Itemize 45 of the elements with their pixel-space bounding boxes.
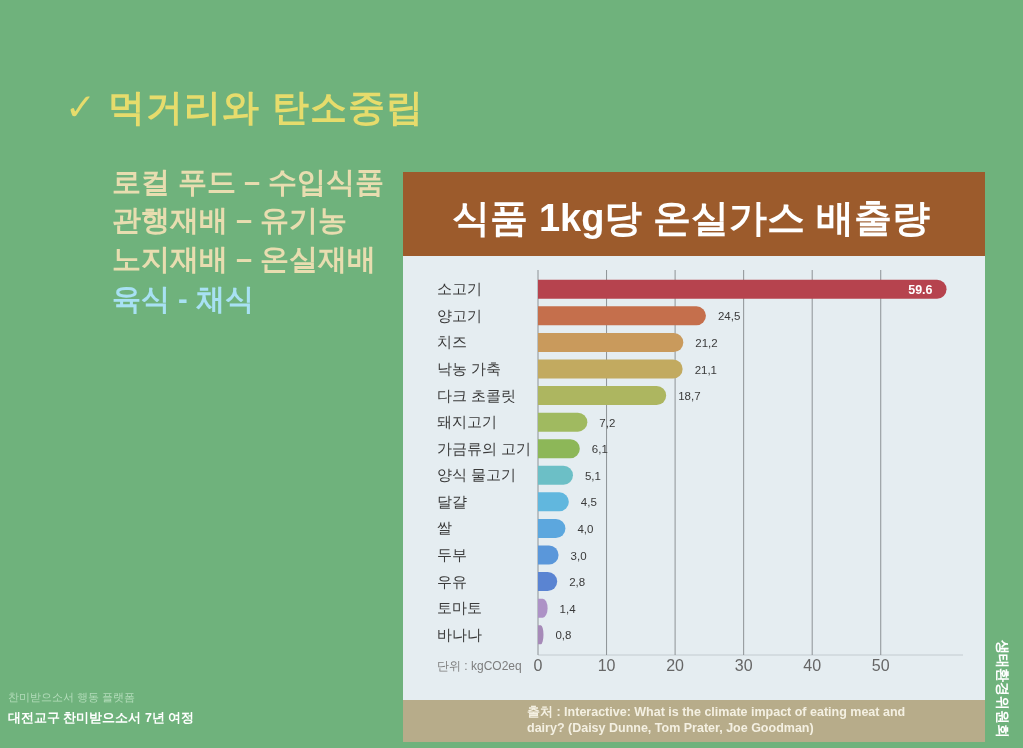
category-label: 쌀 [437, 520, 452, 537]
x-axis-title: 단위 : kgCO2eq [437, 659, 522, 673]
category-label: 돼지고기 [437, 414, 497, 431]
category-label: 소고기 [437, 281, 482, 298]
value-label: 21,2 [695, 336, 718, 349]
value-label: 4,0 [577, 522, 594, 535]
category-label: 양식 물고기 [437, 467, 517, 484]
value-label: 0,8 [555, 629, 572, 642]
value-label: 2,8 [569, 576, 586, 589]
footer-note: 찬미받으소서 행동 플랫폼 [8, 691, 136, 703]
value-label: 4,5 [580, 496, 597, 509]
category-label: 가금류의 고기 [437, 440, 532, 457]
category-label: 달걀 [437, 493, 467, 510]
x-tick-label: 20 [666, 657, 684, 674]
category-label: 바나나 [437, 626, 482, 643]
x-tick-label: 30 [734, 657, 753, 674]
category-label: 우유 [437, 573, 467, 590]
source-note: 출처 : Interactive: What is the climate impact of eating meat and dairy? (Daisy Dunne, Tom Prater, Joe Goodman) [527, 704, 907, 736]
category-label: 양고기 [437, 307, 482, 324]
category-label: 치즈 [437, 334, 467, 351]
value-label: 7,2 [599, 416, 616, 429]
x-tick-label: 50 [871, 657, 890, 674]
category-label: 토마토 [437, 600, 482, 617]
category-label: 낙농 가축 [437, 361, 502, 377]
x-tick-label: 0 [533, 657, 543, 674]
title: 식품 1kg당 온실가스 배출량 [452, 197, 930, 239]
category-label: 두부 [437, 547, 467, 563]
value-label: 1,4 [559, 602, 576, 615]
side-note: 생태환경위원회 [995, 640, 1011, 738]
slide-item: 노지재배 – 온실재배 [112, 243, 377, 275]
slide-heading: ✓ 먹거리와 탄소중립 [65, 87, 424, 128]
value-label: 18,7 [678, 390, 701, 403]
value-label: 3,0 [570, 549, 587, 562]
value-label: 24,5 [717, 310, 741, 323]
value-label: 5,1 [584, 469, 601, 482]
slide-item: 육식 - 채식 [112, 283, 254, 315]
footer-note: 대전교구 찬미받으소서 7년 여정 [8, 711, 195, 725]
x-tick-label: 40 [803, 657, 822, 674]
value-label: 21,1 [694, 363, 718, 376]
slide-item: 로컬 푸드 – 수입식품 [112, 166, 385, 198]
value-label: 6,1 [591, 443, 608, 456]
value-label: 59.6 [908, 282, 933, 297]
slide-item: 관행재배 – 유기농 [112, 204, 348, 236]
category-label: 다크 초콜릿 [437, 387, 517, 404]
x-tick-label: 10 [597, 657, 616, 674]
